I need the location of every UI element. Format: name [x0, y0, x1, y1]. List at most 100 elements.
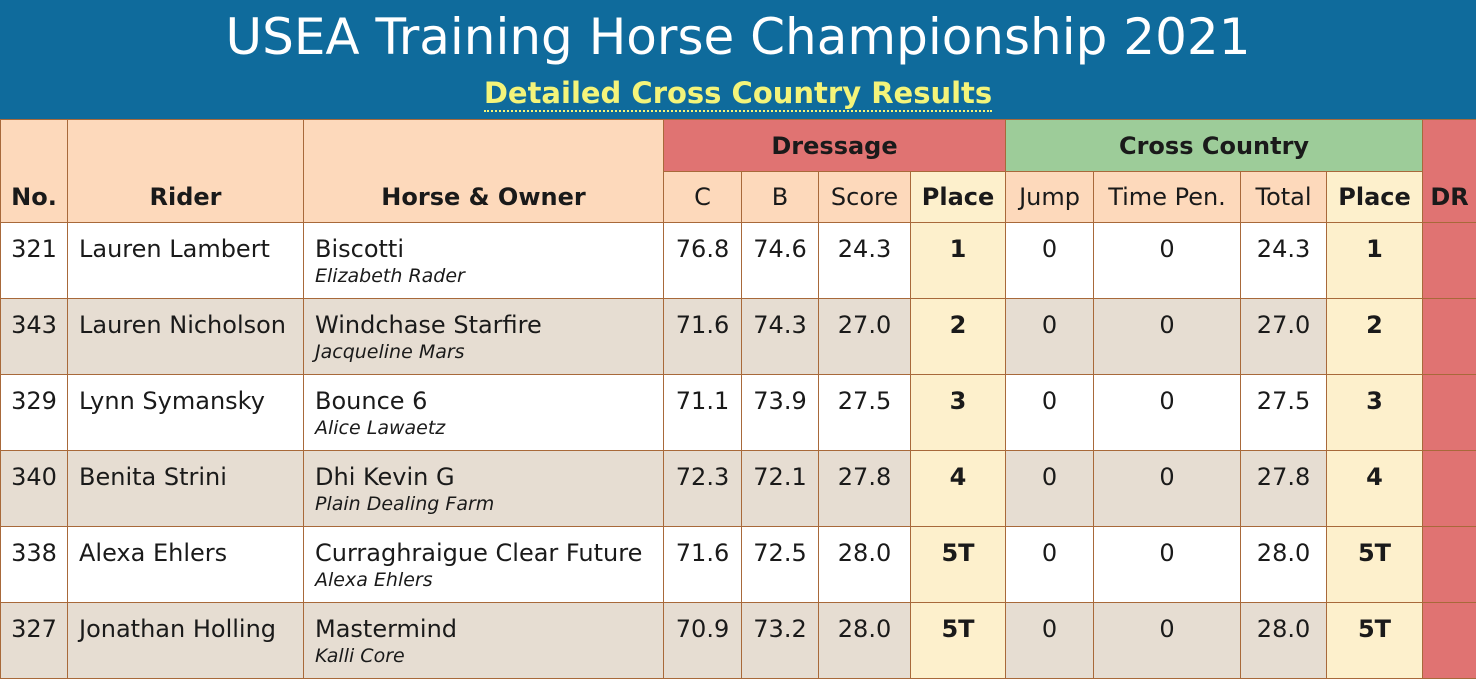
table-row: 340 Benita Strini Dhi Kevin G Plain Deal… [1, 451, 1476, 527]
cell-dressage-place: 5T [911, 603, 1006, 679]
col-header-total: Total [1241, 172, 1327, 223]
cell-xc-place: 1 [1327, 223, 1423, 299]
cell-rider: Jonathan Holling [68, 603, 304, 679]
cell-score: 24.3 [819, 223, 911, 299]
page-header: USEA Training Horse Championship 2021 De… [0, 0, 1476, 119]
col-header-dr: DR [1423, 120, 1476, 223]
cell-xc-place: 5T [1327, 527, 1423, 603]
page-subtitle[interactable]: Detailed Cross Country Results [0, 74, 1476, 112]
cell-jump: 0 [1006, 451, 1094, 527]
cell-c: 72.3 [664, 451, 742, 527]
cell-rider: Benita Strini [68, 451, 304, 527]
cell-b: 73.9 [742, 375, 819, 451]
cell-dr [1423, 451, 1476, 527]
subtitle-link[interactable]: Detailed Cross Country Results [484, 76, 992, 112]
col-header-rider: Rider [68, 120, 304, 223]
horse-name: Mastermind [315, 615, 663, 643]
col-header-horse-owner: Horse & Owner [304, 120, 664, 223]
cell-total: 27.0 [1241, 299, 1327, 375]
owner-name: Alice Lawaetz [315, 415, 663, 441]
table-row: 338 Alexa Ehlers Curraghraigue Clear Fut… [1, 527, 1476, 603]
owner-name: Alexa Ehlers [315, 567, 663, 593]
cell-dressage-place: 2 [911, 299, 1006, 375]
cell-horse-owner: Curraghraigue Clear Future Alexa Ehlers [304, 527, 664, 603]
col-header-xc-place: Place [1327, 172, 1423, 223]
cell-no: 327 [1, 603, 68, 679]
cell-rider: Lynn Symansky [68, 375, 304, 451]
cell-xc-place: 3 [1327, 375, 1423, 451]
cell-horse-owner: Dhi Kevin G Plain Dealing Farm [304, 451, 664, 527]
cell-total: 27.8 [1241, 451, 1327, 527]
cell-dr [1423, 299, 1476, 375]
cell-dressage-place: 3 [911, 375, 1006, 451]
cell-no: 343 [1, 299, 68, 375]
horse-name: Dhi Kevin G [315, 463, 663, 491]
cell-dr [1423, 375, 1476, 451]
cell-jump: 0 [1006, 223, 1094, 299]
cell-b: 74.3 [742, 299, 819, 375]
cell-dressage-place: 4 [911, 451, 1006, 527]
cell-xc-place: 4 [1327, 451, 1423, 527]
results-table: No. Rider Horse & Owner Dressage Cross C… [0, 119, 1476, 679]
cell-jump: 0 [1006, 375, 1094, 451]
col-header-dressage-place: Place [911, 172, 1006, 223]
cell-dressage-place: 5T [911, 527, 1006, 603]
cell-horse-owner: Mastermind Kalli Core [304, 603, 664, 679]
cell-c: 70.9 [664, 603, 742, 679]
cell-time-pen: 0 [1094, 299, 1241, 375]
cell-rider: Lauren Lambert [68, 223, 304, 299]
cell-dr [1423, 527, 1476, 603]
col-header-c: C [664, 172, 742, 223]
cell-time-pen: 0 [1094, 223, 1241, 299]
cell-xc-place: 5T [1327, 603, 1423, 679]
cell-b: 74.6 [742, 223, 819, 299]
page-title: USEA Training Horse Championship 2021 [0, 6, 1476, 68]
cell-total: 28.0 [1241, 603, 1327, 679]
cell-score: 28.0 [819, 527, 911, 603]
cell-no: 321 [1, 223, 68, 299]
cell-no: 329 [1, 375, 68, 451]
cell-c: 71.1 [664, 375, 742, 451]
cell-score: 27.5 [819, 375, 911, 451]
col-header-b: B [742, 172, 819, 223]
cell-total: 24.3 [1241, 223, 1327, 299]
cell-b: 73.2 [742, 603, 819, 679]
cell-jump: 0 [1006, 603, 1094, 679]
cell-time-pen: 0 [1094, 451, 1241, 527]
cell-time-pen: 0 [1094, 603, 1241, 679]
cell-c: 76.8 [664, 223, 742, 299]
cell-time-pen: 0 [1094, 527, 1241, 603]
cell-horse-owner: Bounce 6 Alice Lawaetz [304, 375, 664, 451]
cell-jump: 0 [1006, 527, 1094, 603]
cell-score: 27.8 [819, 451, 911, 527]
cell-c: 71.6 [664, 527, 742, 603]
col-header-time-pen: Time Pen. [1094, 172, 1241, 223]
horse-name: Bounce 6 [315, 387, 663, 415]
horse-name: Windchase Starfire [315, 311, 663, 339]
owner-name: Jacqueline Mars [315, 339, 663, 365]
cell-no: 340 [1, 451, 68, 527]
cell-horse-owner: Windchase Starfire Jacqueline Mars [304, 299, 664, 375]
group-header-dressage: Dressage [664, 120, 1006, 172]
table-row: 329 Lynn Symansky Bounce 6 Alice Lawaetz… [1, 375, 1476, 451]
table-row: 321 Lauren Lambert Biscotti Elizabeth Ra… [1, 223, 1476, 299]
cell-rider: Lauren Nicholson [68, 299, 304, 375]
cell-total: 28.0 [1241, 527, 1327, 603]
cell-horse-owner: Biscotti Elizabeth Rader [304, 223, 664, 299]
cell-time-pen: 0 [1094, 375, 1241, 451]
col-header-no: No. [1, 120, 68, 223]
cell-xc-place: 2 [1327, 299, 1423, 375]
cell-b: 72.5 [742, 527, 819, 603]
table-row: 327 Jonathan Holling Mastermind Kalli Co… [1, 603, 1476, 679]
cell-score: 28.0 [819, 603, 911, 679]
cell-b: 72.1 [742, 451, 819, 527]
horse-name: Biscotti [315, 235, 663, 263]
owner-name: Kalli Core [315, 643, 663, 669]
group-header-cross-country: Cross Country [1006, 120, 1423, 172]
col-header-jump: Jump [1006, 172, 1094, 223]
col-header-score: Score [819, 172, 911, 223]
table-row: 343 Lauren Nicholson Windchase Starfire … [1, 299, 1476, 375]
horse-name: Curraghraigue Clear Future [315, 539, 663, 567]
cell-dr [1423, 223, 1476, 299]
cell-c: 71.6 [664, 299, 742, 375]
